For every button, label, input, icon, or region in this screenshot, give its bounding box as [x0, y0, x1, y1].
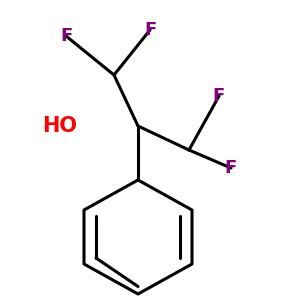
Text: HO: HO [43, 116, 77, 136]
Text: F: F [213, 87, 225, 105]
Text: F: F [144, 21, 156, 39]
Text: F: F [60, 27, 72, 45]
Text: F: F [225, 159, 237, 177]
